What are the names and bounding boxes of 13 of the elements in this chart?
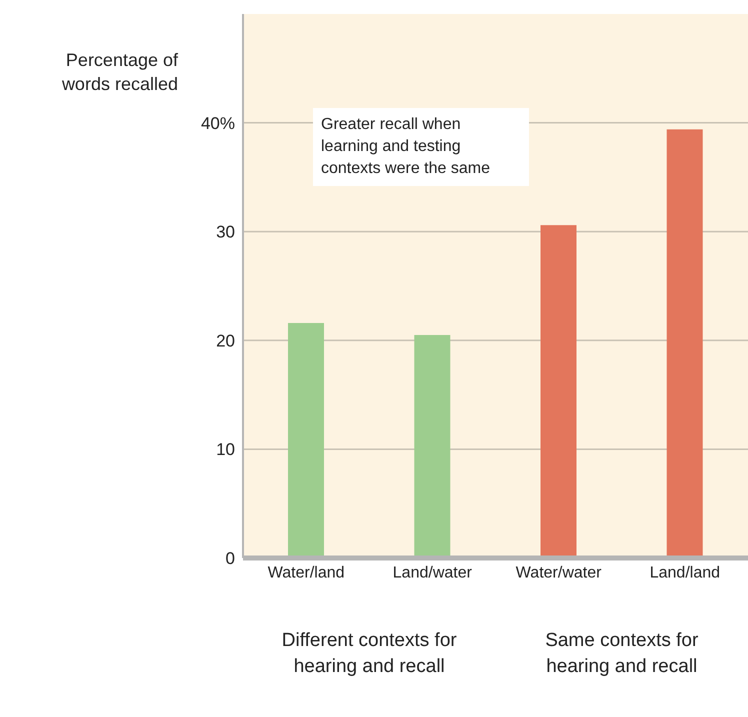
- text: Different contexts for hearing and recall: [280, 629, 458, 679]
- text: Same contexts for hearing and recall: [544, 629, 700, 679]
- x-tick-label: Land/water: [392, 564, 473, 582]
- x-tick-label: Water/water: [516, 564, 602, 582]
- y-tick-label: 10: [216, 440, 235, 460]
- x-tick-label: Land/land: [650, 564, 720, 582]
- y-tick-label: 20: [216, 331, 235, 350]
- y-axis-title: Percentage of words recalled: [60, 49, 178, 96]
- y-tick-label: 40%: [200, 114, 235, 133]
- y-tick-label: 0: [226, 549, 235, 568]
- y-tick-label: 30: [216, 222, 235, 242]
- x-tick-label: Water/land: [268, 564, 345, 582]
- annotation: Greater recall when learning and testing contexts were the same: [313, 108, 529, 186]
